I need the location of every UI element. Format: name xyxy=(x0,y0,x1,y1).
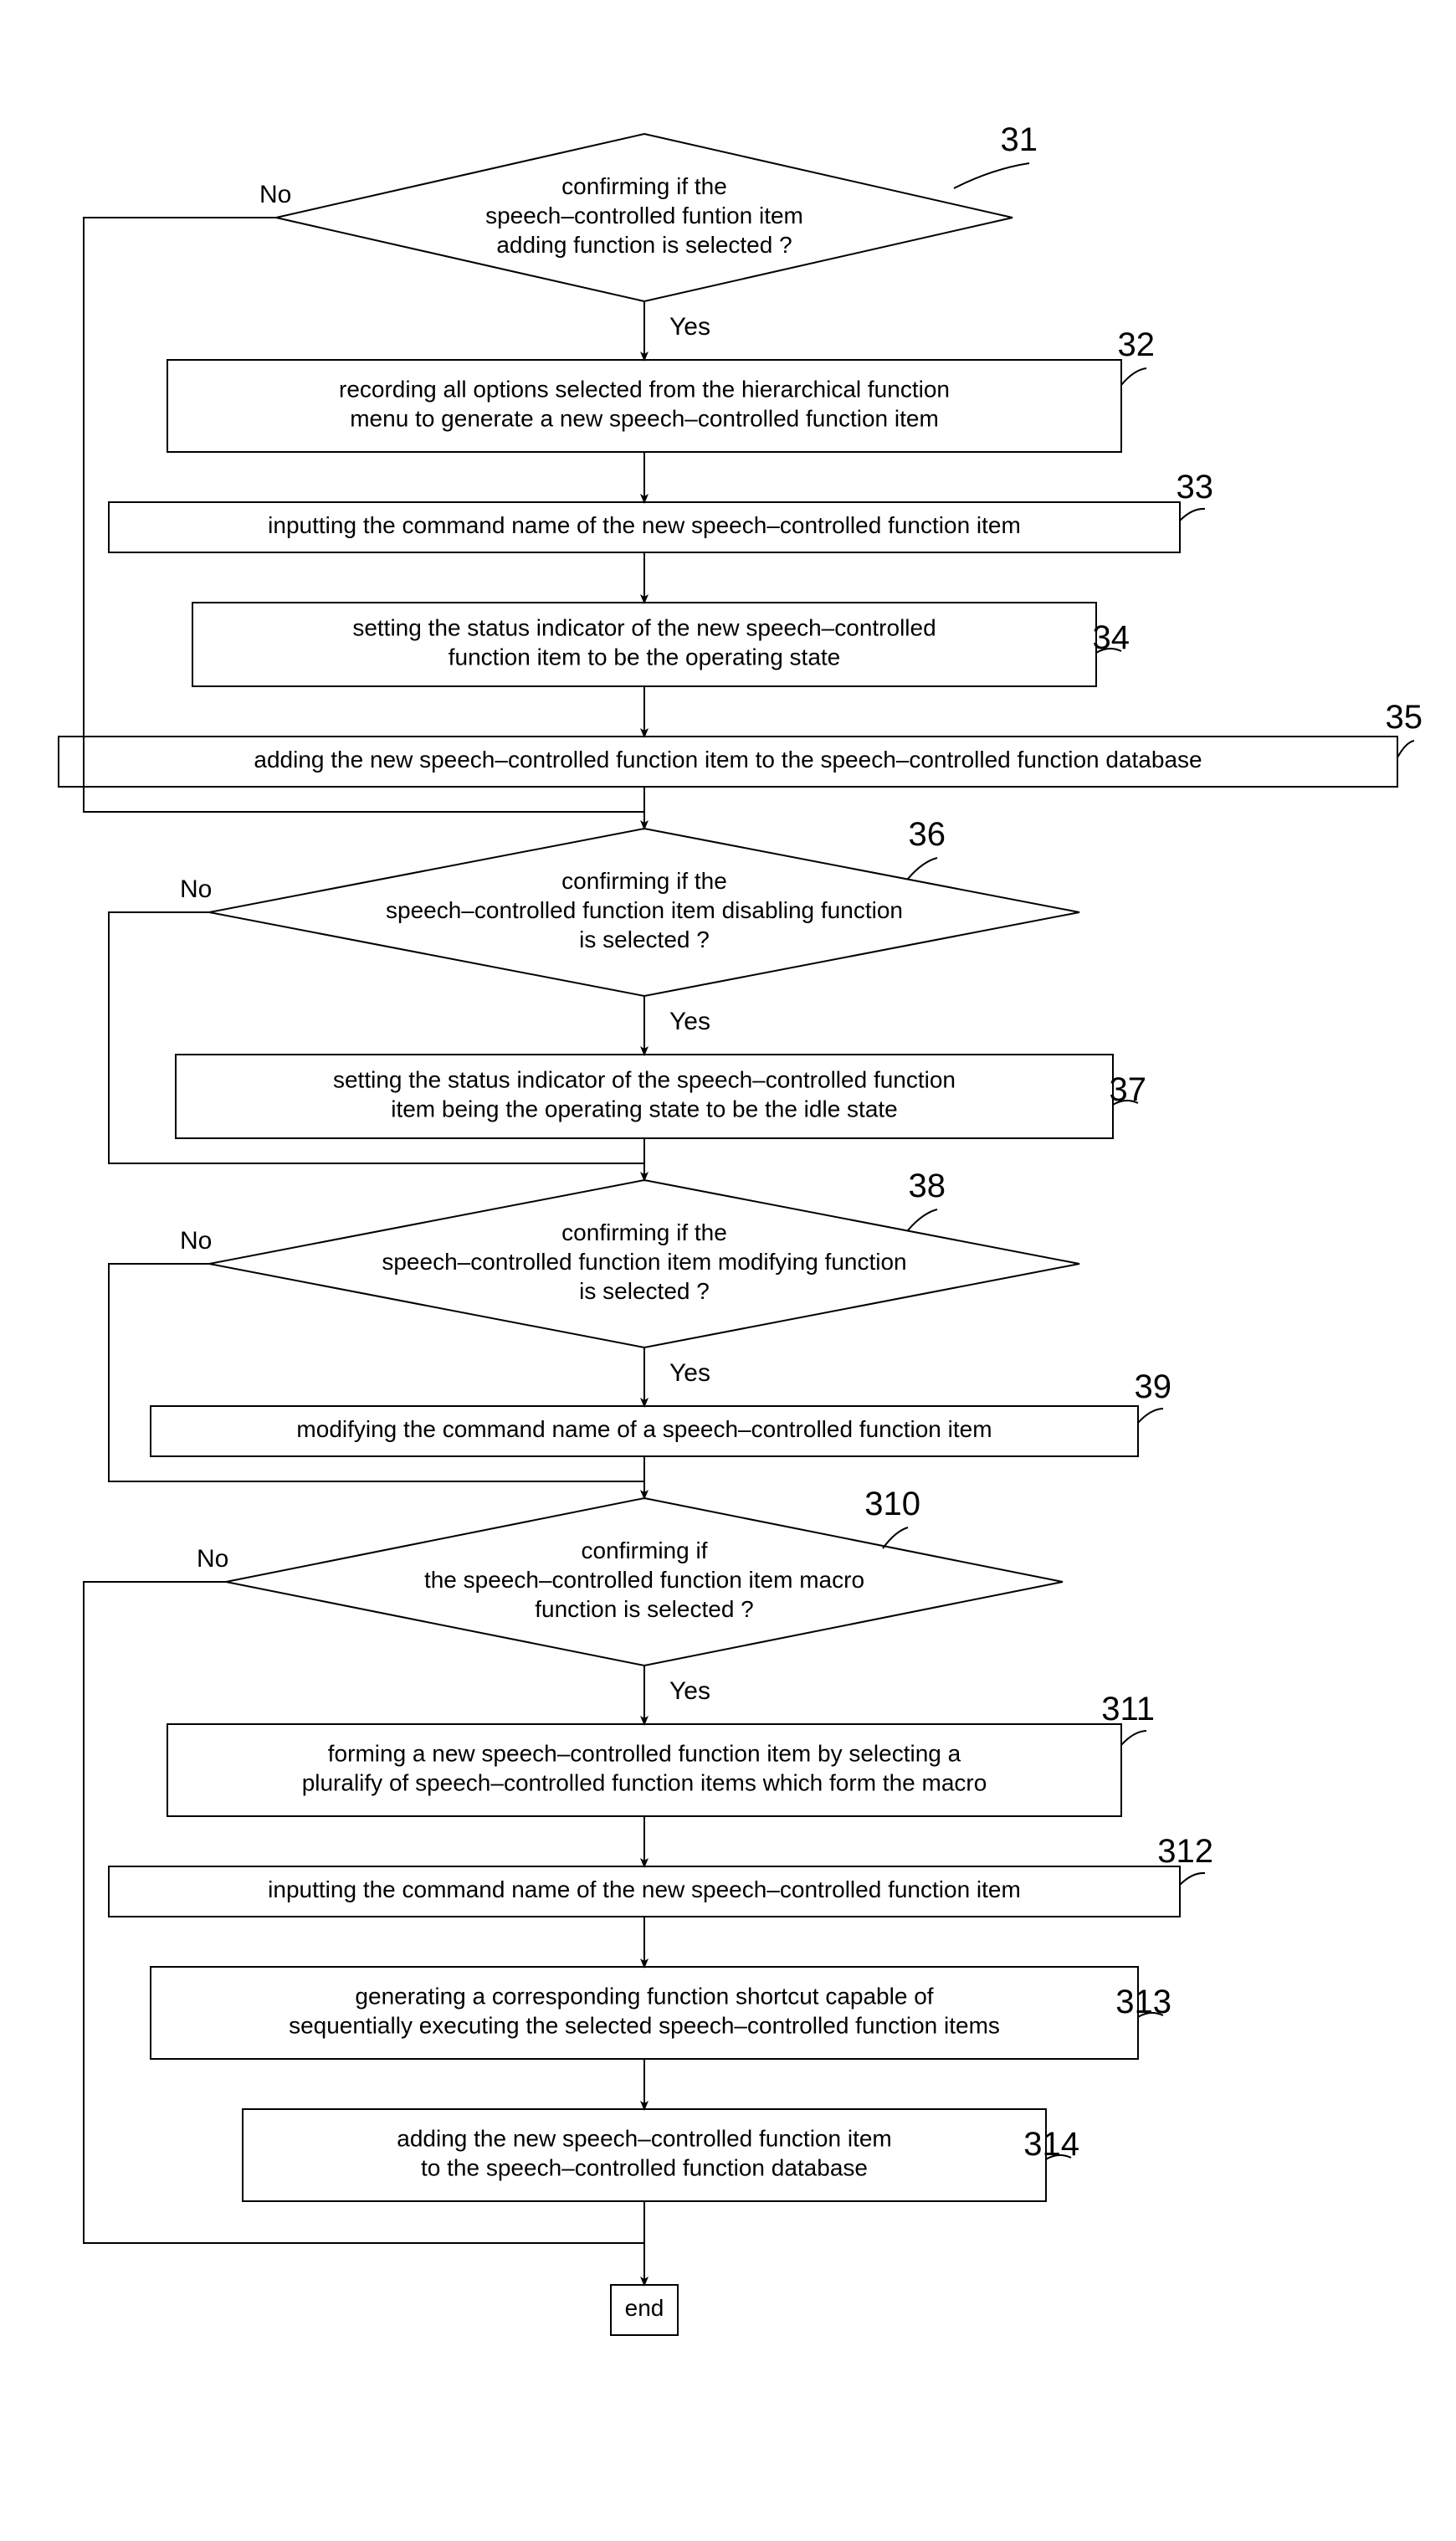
ref-leader xyxy=(1180,1873,1205,1885)
ref-leader xyxy=(1121,1731,1146,1745)
ref-label: 39 xyxy=(1135,1368,1172,1405)
node-text: inputting the command name of the new sp… xyxy=(268,512,1021,538)
edge-label: Yes xyxy=(669,1359,710,1387)
node-text: generating a corresponding function shor… xyxy=(289,1984,1000,2039)
edge-label: No xyxy=(259,181,291,208)
ref-label: 32 xyxy=(1118,326,1156,363)
node-d38: confirming if thespeech–controlled funct… xyxy=(209,1180,1079,1348)
ref-leader xyxy=(1138,1409,1163,1423)
node-d36: confirming if thespeech–controlled funct… xyxy=(209,829,1079,996)
ref-leader xyxy=(908,858,937,879)
node-p39: modifying the command name of a speech–c… xyxy=(151,1406,1138,1456)
ref-label: 31 xyxy=(1001,121,1038,158)
ref-label: 33 xyxy=(1177,469,1214,506)
ref-label: 36 xyxy=(909,816,946,853)
node-text: setting the status indicator of the spee… xyxy=(333,1067,956,1122)
node-text: adding the new speech–controlled functio… xyxy=(254,747,1202,773)
edge-label: Yes xyxy=(669,313,710,341)
ref-label: 37 xyxy=(1110,1071,1147,1108)
node-p314: adding the new speech–controlled functio… xyxy=(243,2109,1046,2201)
ref-leader xyxy=(1180,509,1205,521)
ref-label: 34 xyxy=(1093,619,1130,656)
node-p313: generating a corresponding function shor… xyxy=(151,1967,1138,2059)
edge-label: Yes xyxy=(669,1008,710,1035)
node-text: confirming if thespeech–controlled funct… xyxy=(382,1219,906,1304)
flowchart-canvas: Yes No Yes No Yes No Yes No confirming if thespe… xyxy=(0,0,1456,2541)
node-text: confirming if thespeech–controlled funti… xyxy=(485,173,803,258)
ref-label: 313 xyxy=(1115,1984,1171,2020)
node-text: modifying the command name of a speech–c… xyxy=(296,1416,992,1442)
ref-label: 310 xyxy=(864,1486,920,1522)
ref-leader xyxy=(883,1527,908,1548)
node-text: confirming if thespeech–controlled funct… xyxy=(386,868,903,952)
node-p311: forming a new speech–controlled function… xyxy=(167,1724,1121,1816)
node-p37: setting the status indicator of the spee… xyxy=(176,1055,1113,1138)
edge-label: Yes xyxy=(669,1677,710,1705)
ref-leader xyxy=(954,163,1029,188)
edge-label: No xyxy=(180,875,212,903)
node-text: forming a new speech–controlled function… xyxy=(302,1741,987,1796)
ref-label: 314 xyxy=(1023,2126,1079,2163)
node-text: end xyxy=(625,2295,664,2321)
node-text: adding the new speech–controlled functio… xyxy=(397,2126,892,2181)
node-text: recording all options selected from the … xyxy=(339,377,950,432)
ref-leader xyxy=(1121,368,1146,385)
node-p32: recording all options selected from the … xyxy=(167,360,1121,452)
ref-leader xyxy=(1397,741,1414,757)
ref-label: 312 xyxy=(1157,1833,1213,1870)
edge-label: No xyxy=(197,1545,228,1573)
node-d310: confirming ifthe speech–controlled funct… xyxy=(226,1498,1063,1666)
edge xyxy=(109,912,644,1163)
node-d31: confirming if thespeech–controlled funti… xyxy=(276,134,1013,301)
ref-label: 35 xyxy=(1386,699,1423,736)
ref-leader xyxy=(908,1209,937,1230)
edge-label: No xyxy=(180,1227,212,1255)
node-end: end xyxy=(611,2285,678,2335)
node-text: setting the status indicator of the new … xyxy=(352,615,936,670)
node-p312: inputting the command name of the new sp… xyxy=(109,1866,1180,1917)
node-p35: adding the new speech–controlled functio… xyxy=(59,737,1397,787)
node-p33: inputting the command name of the new sp… xyxy=(109,502,1180,552)
node-text: confirming ifthe speech–controlled funct… xyxy=(424,1537,864,1622)
ref-label: 311 xyxy=(1101,1691,1155,1727)
node-p34: setting the status indicator of the new … xyxy=(192,603,1096,686)
node-text: inputting the command name of the new sp… xyxy=(268,1876,1021,1902)
ref-label: 38 xyxy=(909,1168,946,1204)
